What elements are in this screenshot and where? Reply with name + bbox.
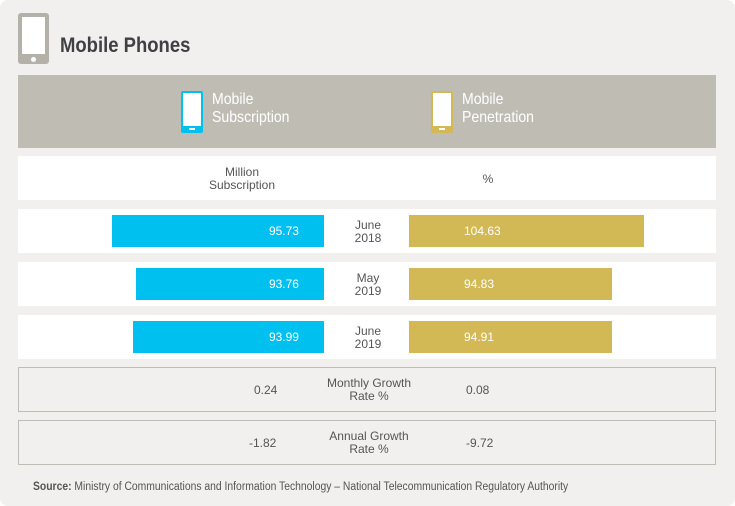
data-row: 93.99 June 2019 94.91 bbox=[18, 315, 716, 359]
mobile-phone-icon bbox=[18, 13, 49, 64]
bar-penetration: 94.83 bbox=[409, 268, 613, 300]
growth-row-annual: -1.82 Annual Growth Rate % -9.72 bbox=[18, 420, 716, 465]
legend-penetration: Mobile Penetration bbox=[431, 91, 544, 133]
category-label: June 2019 bbox=[354, 324, 382, 351]
category-label: June 2018 bbox=[354, 218, 382, 245]
legend-label: Penetration bbox=[462, 109, 535, 126]
growth-value: -1.82 bbox=[249, 436, 277, 450]
unit-subscription: Million Subscription bbox=[208, 165, 276, 192]
growth-value: -9.72 bbox=[466, 436, 494, 450]
category-label: May 2019 bbox=[354, 271, 382, 298]
legend-label: Subscription bbox=[212, 109, 290, 126]
legend-band: Mobile Subscription Mobile Penetration bbox=[18, 75, 716, 148]
legend-subscription: Mobile Subscription bbox=[181, 91, 300, 133]
source-note: Source: Ministry of Communications and I… bbox=[33, 481, 569, 493]
growth-label: Monthly Growth Rate % bbox=[326, 376, 412, 403]
data-row: 95.73 June 2018 104.63 bbox=[18, 209, 716, 253]
bar-penetration: 104.63 bbox=[409, 215, 645, 247]
bar-subscription: 95.73 bbox=[111, 215, 324, 247]
bar-subscription: 93.76 bbox=[135, 268, 324, 300]
growth-value: 0.24 bbox=[254, 383, 278, 397]
unit-penetration: % bbox=[482, 172, 494, 186]
page-title: Mobile Phones bbox=[60, 34, 191, 57]
data-row: 93.76 May 2019 94.83 bbox=[18, 262, 716, 306]
growth-value: 0.08 bbox=[466, 383, 490, 397]
blue-phone-icon bbox=[181, 91, 203, 133]
bar-penetration: 94.91 bbox=[409, 321, 613, 353]
growth-row-monthly: 0.24 Monthly Growth Rate % 0.08 bbox=[18, 367, 716, 412]
legend-label: Mobile bbox=[462, 91, 504, 108]
bar-subscription: 93.99 bbox=[132, 321, 324, 353]
growth-label: Annual Growth Rate % bbox=[329, 429, 409, 456]
legend-label: Mobile bbox=[212, 91, 254, 108]
units-row: Million Subscription % bbox=[18, 156, 716, 200]
gold-phone-icon bbox=[431, 91, 453, 133]
